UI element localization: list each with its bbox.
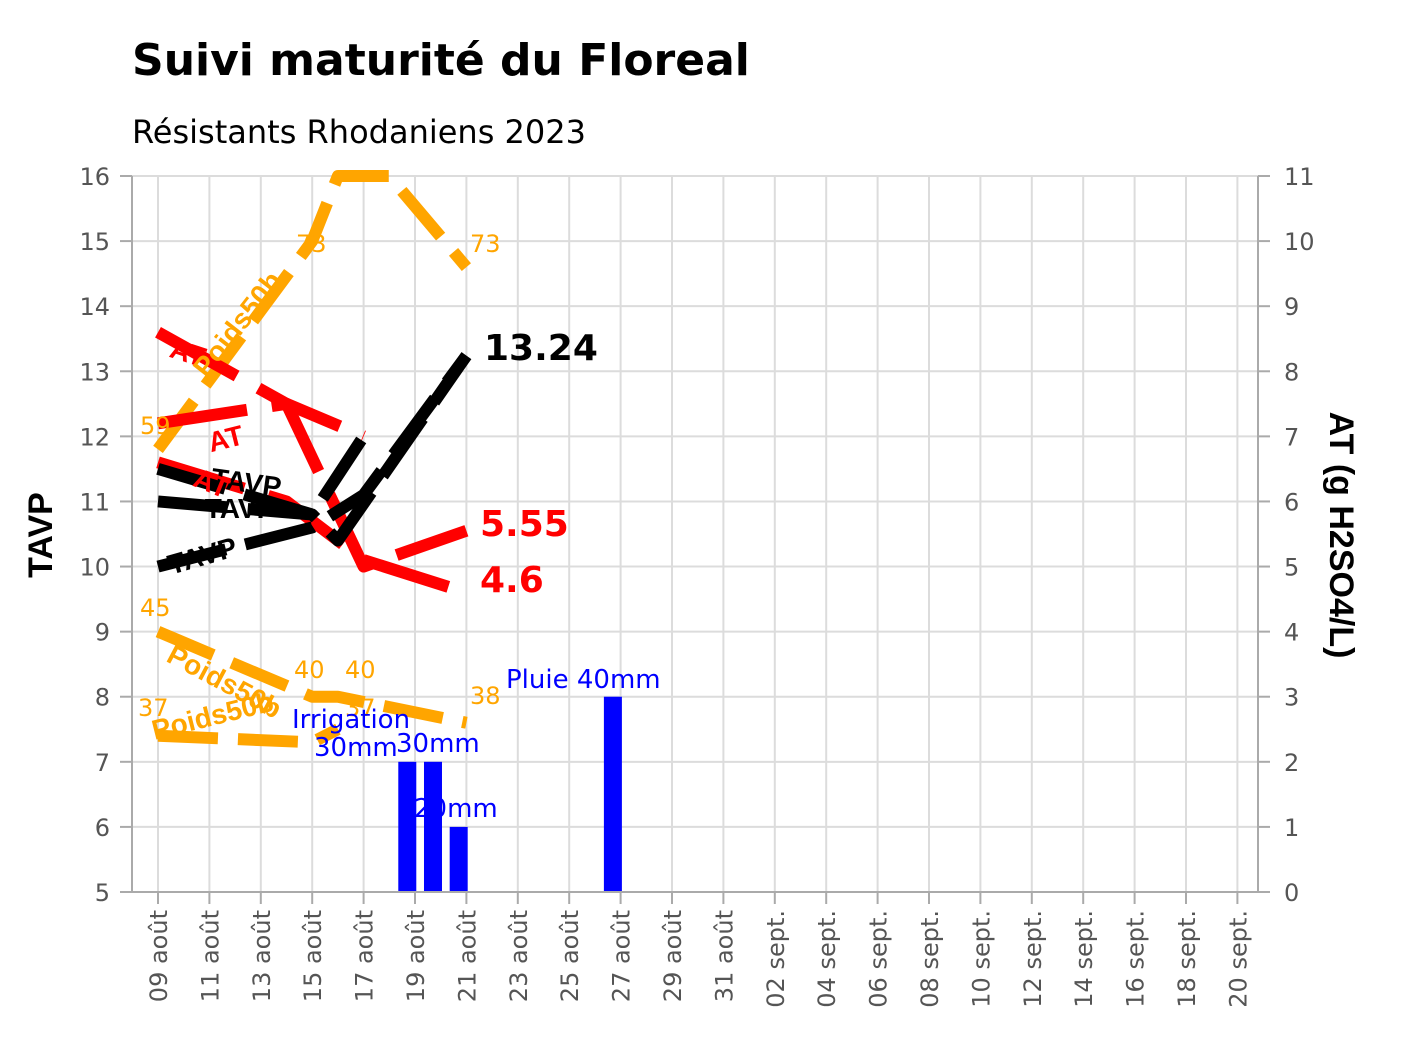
y2-tick-label: 3 (1284, 684, 1299, 712)
series-lines (153, 170, 472, 749)
at-line (157, 397, 469, 573)
y-tick-label: 8 (95, 684, 110, 712)
x-tick-label: 02 sept. (762, 910, 790, 1008)
poids-value-label: 45 (140, 594, 171, 622)
y2-axis-title: AT (g H2SO4/L) (1322, 412, 1360, 659)
y-tick-label: 16 (79, 163, 110, 191)
x-tick-label: 25 août (556, 910, 584, 1002)
y2-tick-label: 2 (1284, 749, 1299, 777)
y2-tick-label: 5 (1284, 554, 1299, 582)
poids-value-label: 40 (294, 656, 325, 684)
y-tick-label: 11 (79, 488, 110, 516)
x-tick-label: 13 août (248, 910, 276, 1002)
poids-value-label: 37 (345, 694, 376, 722)
x-tick-label: 04 sept. (813, 910, 841, 1008)
irrigation-annotation: Irrigation (292, 705, 410, 735)
x-tick-label: 27 août (608, 910, 636, 1002)
x-tick-label: 19 août (402, 910, 430, 1002)
poids-value-label: 40 (345, 656, 376, 684)
y2-tick-label: 1 (1284, 814, 1299, 842)
y2-tick-label: 10 (1284, 228, 1315, 256)
y2-tick-label: 0 (1284, 879, 1299, 907)
x-tick-label: 18 sept. (1173, 910, 1201, 1008)
poids-value-label: 73 (470, 230, 501, 258)
y2-tick-label: 6 (1284, 488, 1299, 516)
y-tick-label: 13 (79, 358, 110, 386)
y2-tick-label: 11 (1284, 163, 1315, 191)
y-axis-title: TAVP (22, 492, 60, 578)
x-tick-label: 11 août (196, 910, 224, 1002)
y-tick-label: 6 (95, 814, 110, 842)
rain-bar (603, 696, 622, 892)
rain-bar (423, 761, 442, 892)
y-tick-label: 10 (79, 554, 110, 582)
chart-title: Suivi maturité du Floreal (132, 35, 750, 86)
y-tick-label: 15 (79, 228, 110, 256)
grid (132, 175, 1258, 893)
at-end-label: 5.55 (480, 504, 569, 545)
y2-tick-label: 8 (1284, 358, 1299, 386)
x-tick-label: 23 août (505, 910, 533, 1002)
poids-line (153, 170, 471, 453)
x-tick-label: 16 sept. (1122, 910, 1150, 1008)
rain-bars (398, 696, 622, 892)
y-tick-label: 7 (95, 749, 110, 777)
y2-tick-label: 9 (1284, 293, 1299, 321)
series-name-label: TAVP (205, 493, 276, 524)
y-tick-label: 9 (95, 619, 110, 647)
x-tick-label: 17 août (351, 910, 379, 1002)
x-tick-label: 20 sept. (1224, 910, 1252, 1008)
tavp-line (157, 352, 472, 547)
series-name-label: Poids50b (187, 266, 288, 383)
series-name-label: AT (205, 419, 247, 458)
tavp-line (156, 433, 369, 521)
x-tick-label: 15 août (299, 910, 327, 1002)
poids-value-label: 38 (470, 682, 501, 710)
y-tick-label: 14 (79, 293, 110, 321)
at-line (155, 326, 366, 442)
at-end-label: 4.6 (480, 560, 544, 601)
series-name-label: TAVP (164, 531, 240, 580)
y2-tick-label: 4 (1284, 619, 1299, 647)
x-tick-label: 08 sept. (916, 910, 944, 1008)
poids-line (155, 626, 468, 729)
tavp-end-label: 13.24 (484, 328, 598, 369)
x-tick-label: 09 août (145, 910, 173, 1002)
irrigation-annotation: 20mm (414, 794, 498, 824)
y-tick-label: 12 (79, 423, 110, 451)
chart-subtitle: Résistants Rhodaniens 2023 (132, 113, 586, 151)
irrigation-annotation: 30mm (396, 729, 480, 759)
poids-value-label: 37 (138, 694, 169, 722)
x-tick-label: 06 sept. (865, 910, 893, 1008)
irrigation-annotation: 30mm (314, 733, 398, 763)
poids-line (157, 723, 341, 749)
poids-value-label: 59 (140, 412, 171, 440)
rain-bar (449, 826, 468, 892)
rain-annotation: Pluie 40mm (506, 665, 661, 695)
x-tick-label: 12 sept. (1019, 910, 1047, 1008)
x-tick-label: 31 août (710, 910, 738, 1002)
y-tick-label: 5 (95, 879, 110, 907)
poids-value-label: 73 (296, 230, 327, 258)
x-tick-label: 14 sept. (1070, 910, 1098, 1008)
x-tick-label: 29 août (659, 910, 687, 1002)
y2-tick-label: 7 (1284, 423, 1299, 451)
x-tick-label: 10 sept. (967, 910, 995, 1008)
x-tick-label: 21 août (453, 910, 481, 1002)
rain-bar (398, 761, 417, 892)
